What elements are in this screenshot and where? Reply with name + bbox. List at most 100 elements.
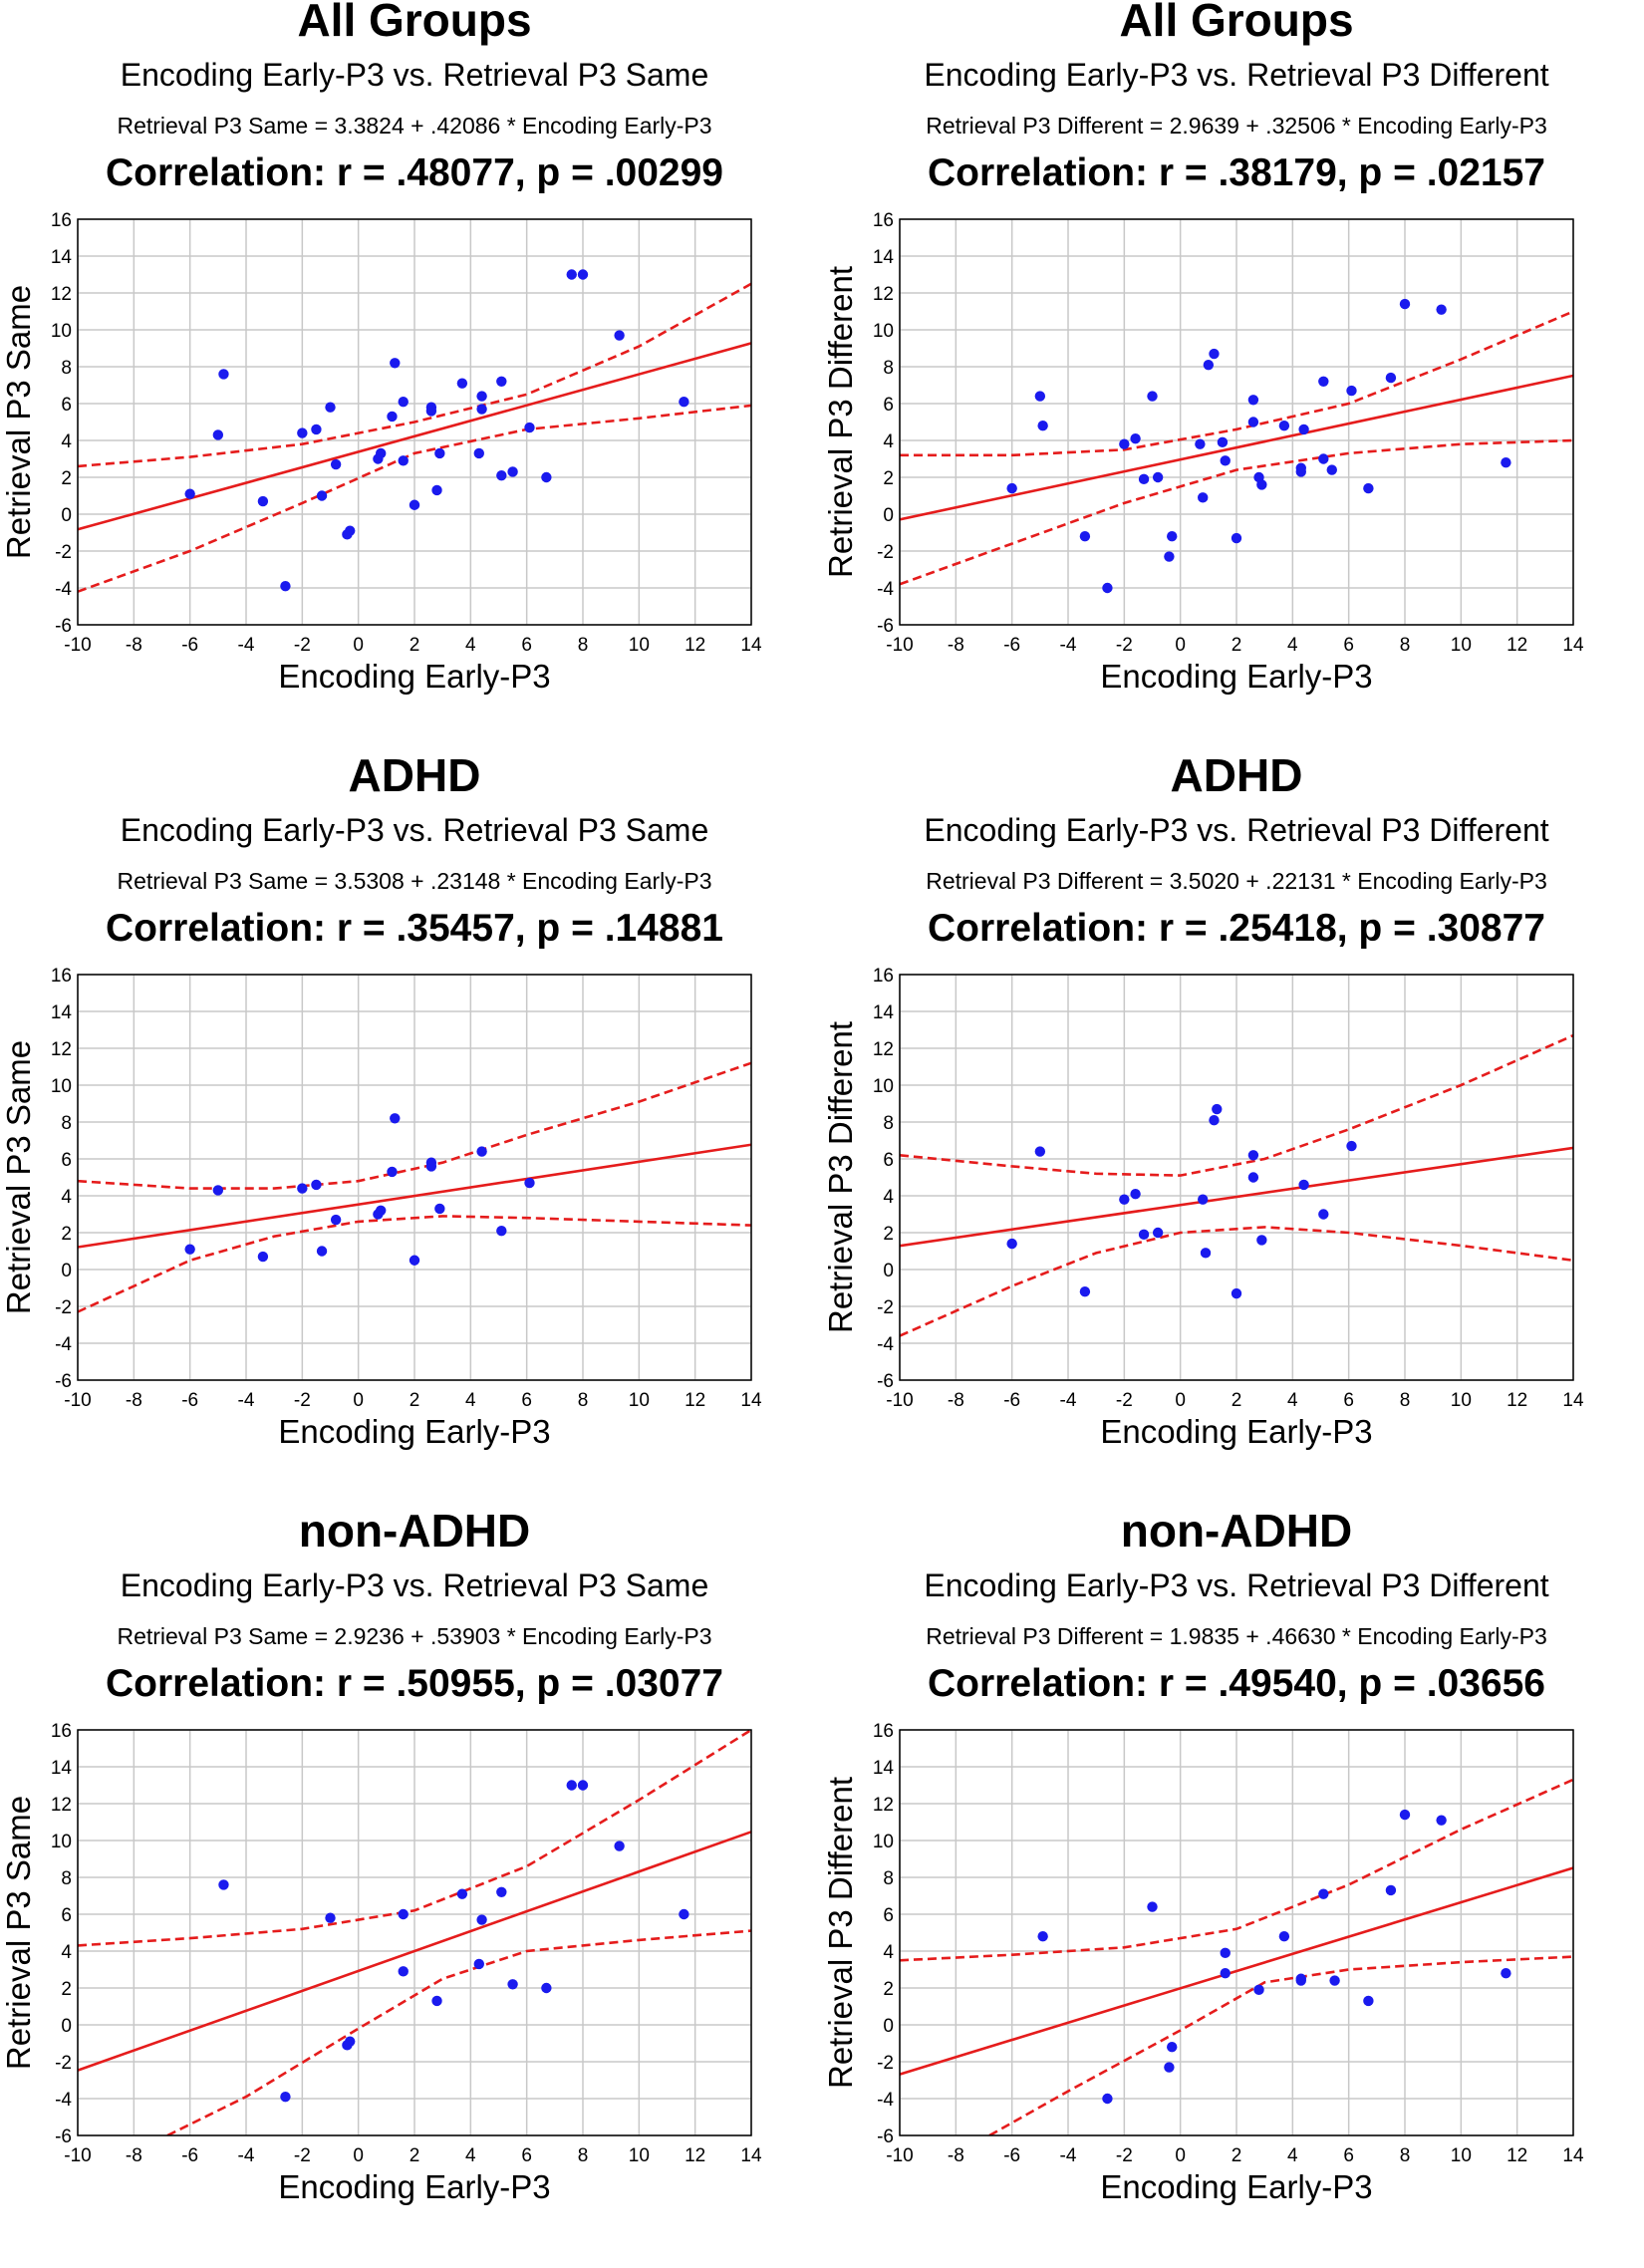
y-tick-label: 2 bbox=[61, 1979, 72, 2000]
data-point bbox=[456, 378, 468, 389]
data-point bbox=[1231, 532, 1242, 544]
regression-line bbox=[78, 1143, 751, 1249]
data-point bbox=[398, 1966, 409, 1977]
x-tick-label: -6 bbox=[1003, 2145, 1020, 2166]
data-point bbox=[431, 1995, 442, 2007]
data-point bbox=[325, 402, 336, 413]
plot-frame bbox=[899, 218, 1574, 626]
y-tick-label: 6 bbox=[61, 1150, 72, 1171]
data-point bbox=[1329, 1975, 1340, 1986]
y-tick-label: 10 bbox=[51, 1832, 72, 1852]
x-tick-label: -4 bbox=[1060, 2145, 1077, 2166]
y-tick-label: 4 bbox=[883, 431, 894, 452]
data-point bbox=[1209, 348, 1220, 360]
chart-adhd-same: ADHD Encoding Early-P3 vs. Retrieval P3 S… bbox=[0, 749, 762, 1450]
confidence-band-lower bbox=[900, 438, 1573, 586]
regression-equation: Retrieval P3 Different = 2.9639 + .32506… bbox=[926, 113, 1547, 139]
y-tick-label: 8 bbox=[61, 358, 72, 379]
y-tick-label: 4 bbox=[883, 1942, 894, 1963]
y-tick-label: 6 bbox=[61, 1905, 72, 1926]
data-point bbox=[1198, 1194, 1209, 1205]
x-tick-label: -6 bbox=[1003, 635, 1020, 656]
x-tick-label: 8 bbox=[578, 1390, 589, 1411]
y-tick-label: 8 bbox=[61, 1868, 72, 1889]
chart-subtitle: Encoding Early-P3 vs. Retrieval P3 Same bbox=[121, 57, 708, 93]
x-tick-label: 14 bbox=[740, 2145, 762, 2166]
y-tick-label: -6 bbox=[55, 616, 72, 637]
data-point bbox=[614, 1841, 625, 1851]
data-point bbox=[1138, 473, 1150, 485]
x-axis-label: Encoding Early-P3 bbox=[278, 1413, 550, 1450]
data-point bbox=[1164, 2062, 1175, 2073]
data-point bbox=[614, 330, 625, 341]
y-tick-label: 14 bbox=[51, 1002, 73, 1023]
x-tick-label: 10 bbox=[1451, 1390, 1472, 1411]
data-point bbox=[1167, 2042, 1178, 2053]
y-tick-label: 0 bbox=[883, 1261, 894, 1281]
data-point bbox=[280, 2091, 291, 2103]
data-point bbox=[679, 396, 689, 408]
data-point bbox=[524, 422, 535, 433]
data-point bbox=[1130, 432, 1141, 444]
x-tick-label: 10 bbox=[1451, 2145, 1472, 2166]
y-tick-label: 14 bbox=[873, 247, 895, 268]
y-tick-label: 4 bbox=[61, 1187, 72, 1208]
x-tick-label: 12 bbox=[685, 635, 705, 656]
regression-equation: Retrieval P3 Same = 2.9236 + .53903 * En… bbox=[117, 1623, 711, 1649]
data-point bbox=[456, 1888, 468, 1899]
data-point bbox=[1079, 1286, 1091, 1297]
data-point bbox=[387, 411, 398, 423]
y-tick-label: -4 bbox=[55, 579, 72, 600]
x-tick-label: 2 bbox=[410, 2145, 420, 2166]
plot-area bbox=[900, 1033, 1573, 1337]
x-tick-label: 6 bbox=[521, 1390, 532, 1411]
panel-all-groups-different: All Groups Encoding Early-P3 vs. Retrieva… bbox=[822, 0, 1644, 757]
y-tick-label: 4 bbox=[61, 1942, 72, 1963]
x-tick-label: 12 bbox=[1507, 635, 1527, 656]
grid bbox=[899, 1729, 1574, 2136]
x-tick-label: -8 bbox=[948, 2145, 964, 2166]
data-point bbox=[577, 269, 589, 280]
regression-equation: Retrieval P3 Same = 3.3824 + .42086 * En… bbox=[117, 113, 711, 139]
data-point bbox=[409, 499, 420, 510]
x-axis-label: Encoding Early-P3 bbox=[278, 658, 550, 695]
data-point bbox=[1034, 1146, 1046, 1157]
group-title: All Groups bbox=[297, 0, 531, 46]
correlation-label: Correlation: r = .35457, p = .14881 bbox=[106, 907, 723, 950]
x-tick-label: 2 bbox=[1232, 635, 1242, 656]
x-tick-label: 0 bbox=[1175, 2145, 1186, 2166]
data-point bbox=[496, 376, 507, 387]
data-point bbox=[212, 429, 224, 440]
y-tick-label: 6 bbox=[61, 395, 72, 416]
plot-frame bbox=[899, 974, 1574, 1381]
confidence-band-lower bbox=[900, 1226, 1573, 1337]
x-tick-label: 6 bbox=[521, 635, 532, 656]
data-point bbox=[476, 404, 487, 415]
data-point bbox=[1298, 424, 1309, 435]
group-title: non-ADHD bbox=[1121, 1511, 1353, 1557]
x-tick-label: 12 bbox=[1507, 2145, 1527, 2166]
x-tick-label: -2 bbox=[1116, 1390, 1133, 1411]
data-point bbox=[297, 1183, 308, 1194]
chart-all-groups-same: All Groups Encoding Early-P3 vs. Retrieva… bbox=[0, 0, 762, 695]
data-point bbox=[1152, 471, 1164, 483]
x-tick-label: -4 bbox=[1060, 635, 1077, 656]
x-tick-label: 6 bbox=[1343, 1390, 1354, 1411]
data-point bbox=[330, 458, 342, 470]
data-point bbox=[376, 1205, 387, 1216]
y-tick-label: 16 bbox=[873, 966, 894, 987]
x-tick-label: 6 bbox=[521, 2145, 532, 2166]
y-tick-label: -6 bbox=[55, 2126, 72, 2147]
y-tick-label: 2 bbox=[61, 1224, 72, 1245]
y-tick-label: 8 bbox=[883, 1113, 894, 1134]
data-point bbox=[316, 1246, 328, 1257]
x-tick-label: -4 bbox=[1060, 1390, 1077, 1411]
y-tick-label: -6 bbox=[877, 2126, 894, 2147]
y-tick-label: 10 bbox=[873, 321, 894, 342]
x-tick-label: -8 bbox=[126, 635, 142, 656]
y-tick-label: 10 bbox=[873, 1076, 894, 1097]
data-point bbox=[1326, 464, 1337, 475]
data-point bbox=[566, 269, 577, 280]
regression-line bbox=[78, 1831, 751, 2072]
data-point bbox=[1253, 1984, 1264, 1996]
